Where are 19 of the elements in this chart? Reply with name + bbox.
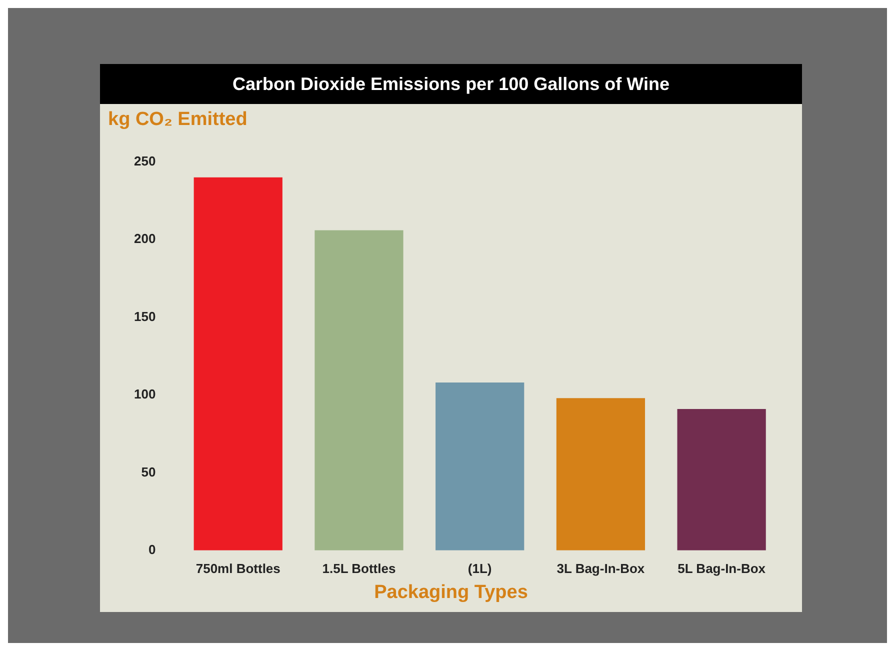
y-tick-label: 100: [134, 386, 156, 402]
x-tick-label: 3L Bag-In-Box: [556, 560, 646, 576]
y-axis-title: kg CO₂ Emitted: [108, 109, 248, 131]
x-axis-title: Packaging Types: [373, 582, 529, 604]
y-tick-label: 200: [134, 231, 156, 246]
bar: [314, 230, 404, 550]
y-tick-label: 0: [148, 542, 156, 557]
bar: [194, 177, 282, 550]
y-tick-label: 150: [134, 308, 156, 324]
bar: [677, 408, 766, 550]
bar: [556, 398, 646, 550]
y-tick-label: 50: [141, 464, 156, 480]
x-tick-label: 5L Bag-In-Box: [678, 560, 766, 576]
chart-title: Carbon Dioxide Emissions per 100 Gallons of Wine: [100, 64, 802, 104]
y-tick-label: 250: [134, 153, 156, 168]
x-tick-label: 750ml Bottles: [196, 560, 280, 576]
x-tick-label: (1L): [468, 560, 492, 576]
bar: [436, 382, 524, 550]
x-tick-label: 1.5L Bottles: [322, 560, 396, 576]
